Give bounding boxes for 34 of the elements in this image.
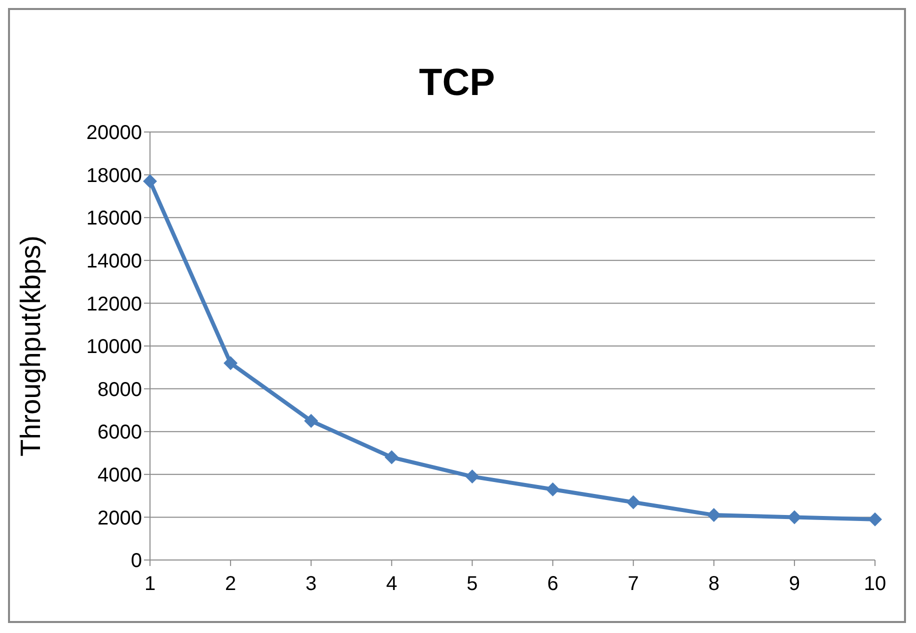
x-tick-label: 1 — [144, 573, 156, 596]
x-tick-label: 7 — [628, 573, 639, 596]
point — [706, 508, 721, 522]
y-tick-label: 12000 — [86, 293, 142, 316]
chart-title: TCP — [418, 62, 496, 105]
point — [465, 470, 480, 484]
x-tick-label: 3 — [306, 573, 317, 596]
y-tick-label: 18000 — [86, 164, 142, 187]
point — [224, 356, 238, 370]
y-tick-label: 14000 — [86, 250, 142, 272]
x-tick-label: 6 — [547, 573, 558, 596]
x-tick-label: 9 — [788, 573, 800, 596]
x-tick-label: 2 — [224, 573, 236, 596]
x-tick-label: 8 — [708, 573, 720, 596]
point — [868, 512, 882, 526]
chart-frame: TCP 1 2 3 4 5 6 7 8 9 10 0 2000 4000 6000 8000 10000 12000 14000 16000 18000 20000 Throughput(kbps) — [8, 8, 906, 623]
x-tick-label: 5 — [466, 573, 478, 596]
y-axis-title: Throughput(kbps) — [14, 235, 46, 457]
y-tick-label: 8000 — [98, 378, 142, 401]
point — [143, 174, 157, 188]
y-tick-label: 16000 — [86, 208, 142, 230]
point — [787, 510, 802, 524]
point — [546, 482, 560, 496]
point — [626, 495, 640, 510]
point — [304, 414, 318, 428]
y-tick-label: 4000 — [98, 464, 142, 486]
y-tick-label: 2000 — [98, 507, 142, 530]
y-tick-label: 20000 — [86, 122, 142, 144]
y-tick-label: 6000 — [98, 422, 142, 444]
y-tick-label: 0 — [130, 550, 142, 572]
y-tick-label: 10000 — [86, 336, 142, 358]
x-tick-label: 10 — [864, 573, 886, 596]
x-tick-label: 4 — [386, 573, 398, 596]
point — [384, 450, 399, 464]
